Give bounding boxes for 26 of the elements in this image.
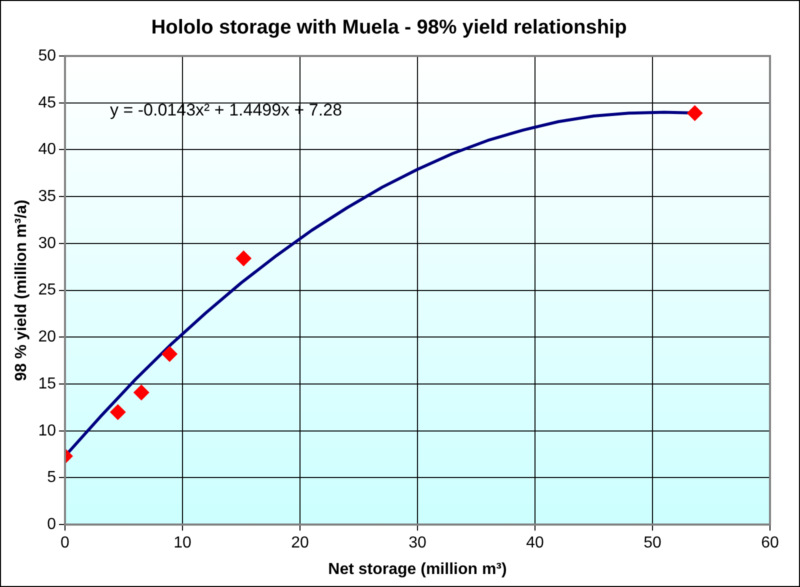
y-tick-label: 35	[38, 188, 56, 205]
y-tick-label: 30	[38, 234, 56, 252]
y-tick-label: 15	[38, 375, 56, 392]
y-tick-label: 40	[38, 141, 56, 158]
chart-title: Hololo storage with Muela - 98% yield relationship	[151, 16, 627, 39]
x-tick-label: 20	[291, 534, 309, 552]
point	[110, 404, 126, 420]
y-tick-label: 0	[47, 516, 56, 534]
point	[686, 105, 703, 122]
y-tick-label: 50	[38, 47, 56, 64]
x-tick-label: 0	[60, 534, 70, 552]
y-tick-label: 5	[47, 469, 56, 486]
y-tick-label: 25	[38, 282, 56, 299]
x-axis-title: Net storage (million m³)	[328, 560, 507, 578]
y-axis-title: 98 % yield (million m³/a)	[13, 200, 30, 381]
x-tick-label: 50	[644, 534, 662, 552]
x-tick-label: 10	[174, 534, 192, 552]
point	[162, 346, 178, 362]
y-tick-label: 10	[38, 422, 56, 440]
x-tick-label: 30	[408, 534, 426, 552]
point	[236, 250, 252, 266]
x-tick-label: 40	[526, 534, 544, 552]
point	[133, 384, 150, 400]
y-tick-label: 20	[38, 328, 56, 346]
x-tick-label: 60	[761, 534, 779, 552]
y-tick-label: 45	[38, 94, 56, 112]
